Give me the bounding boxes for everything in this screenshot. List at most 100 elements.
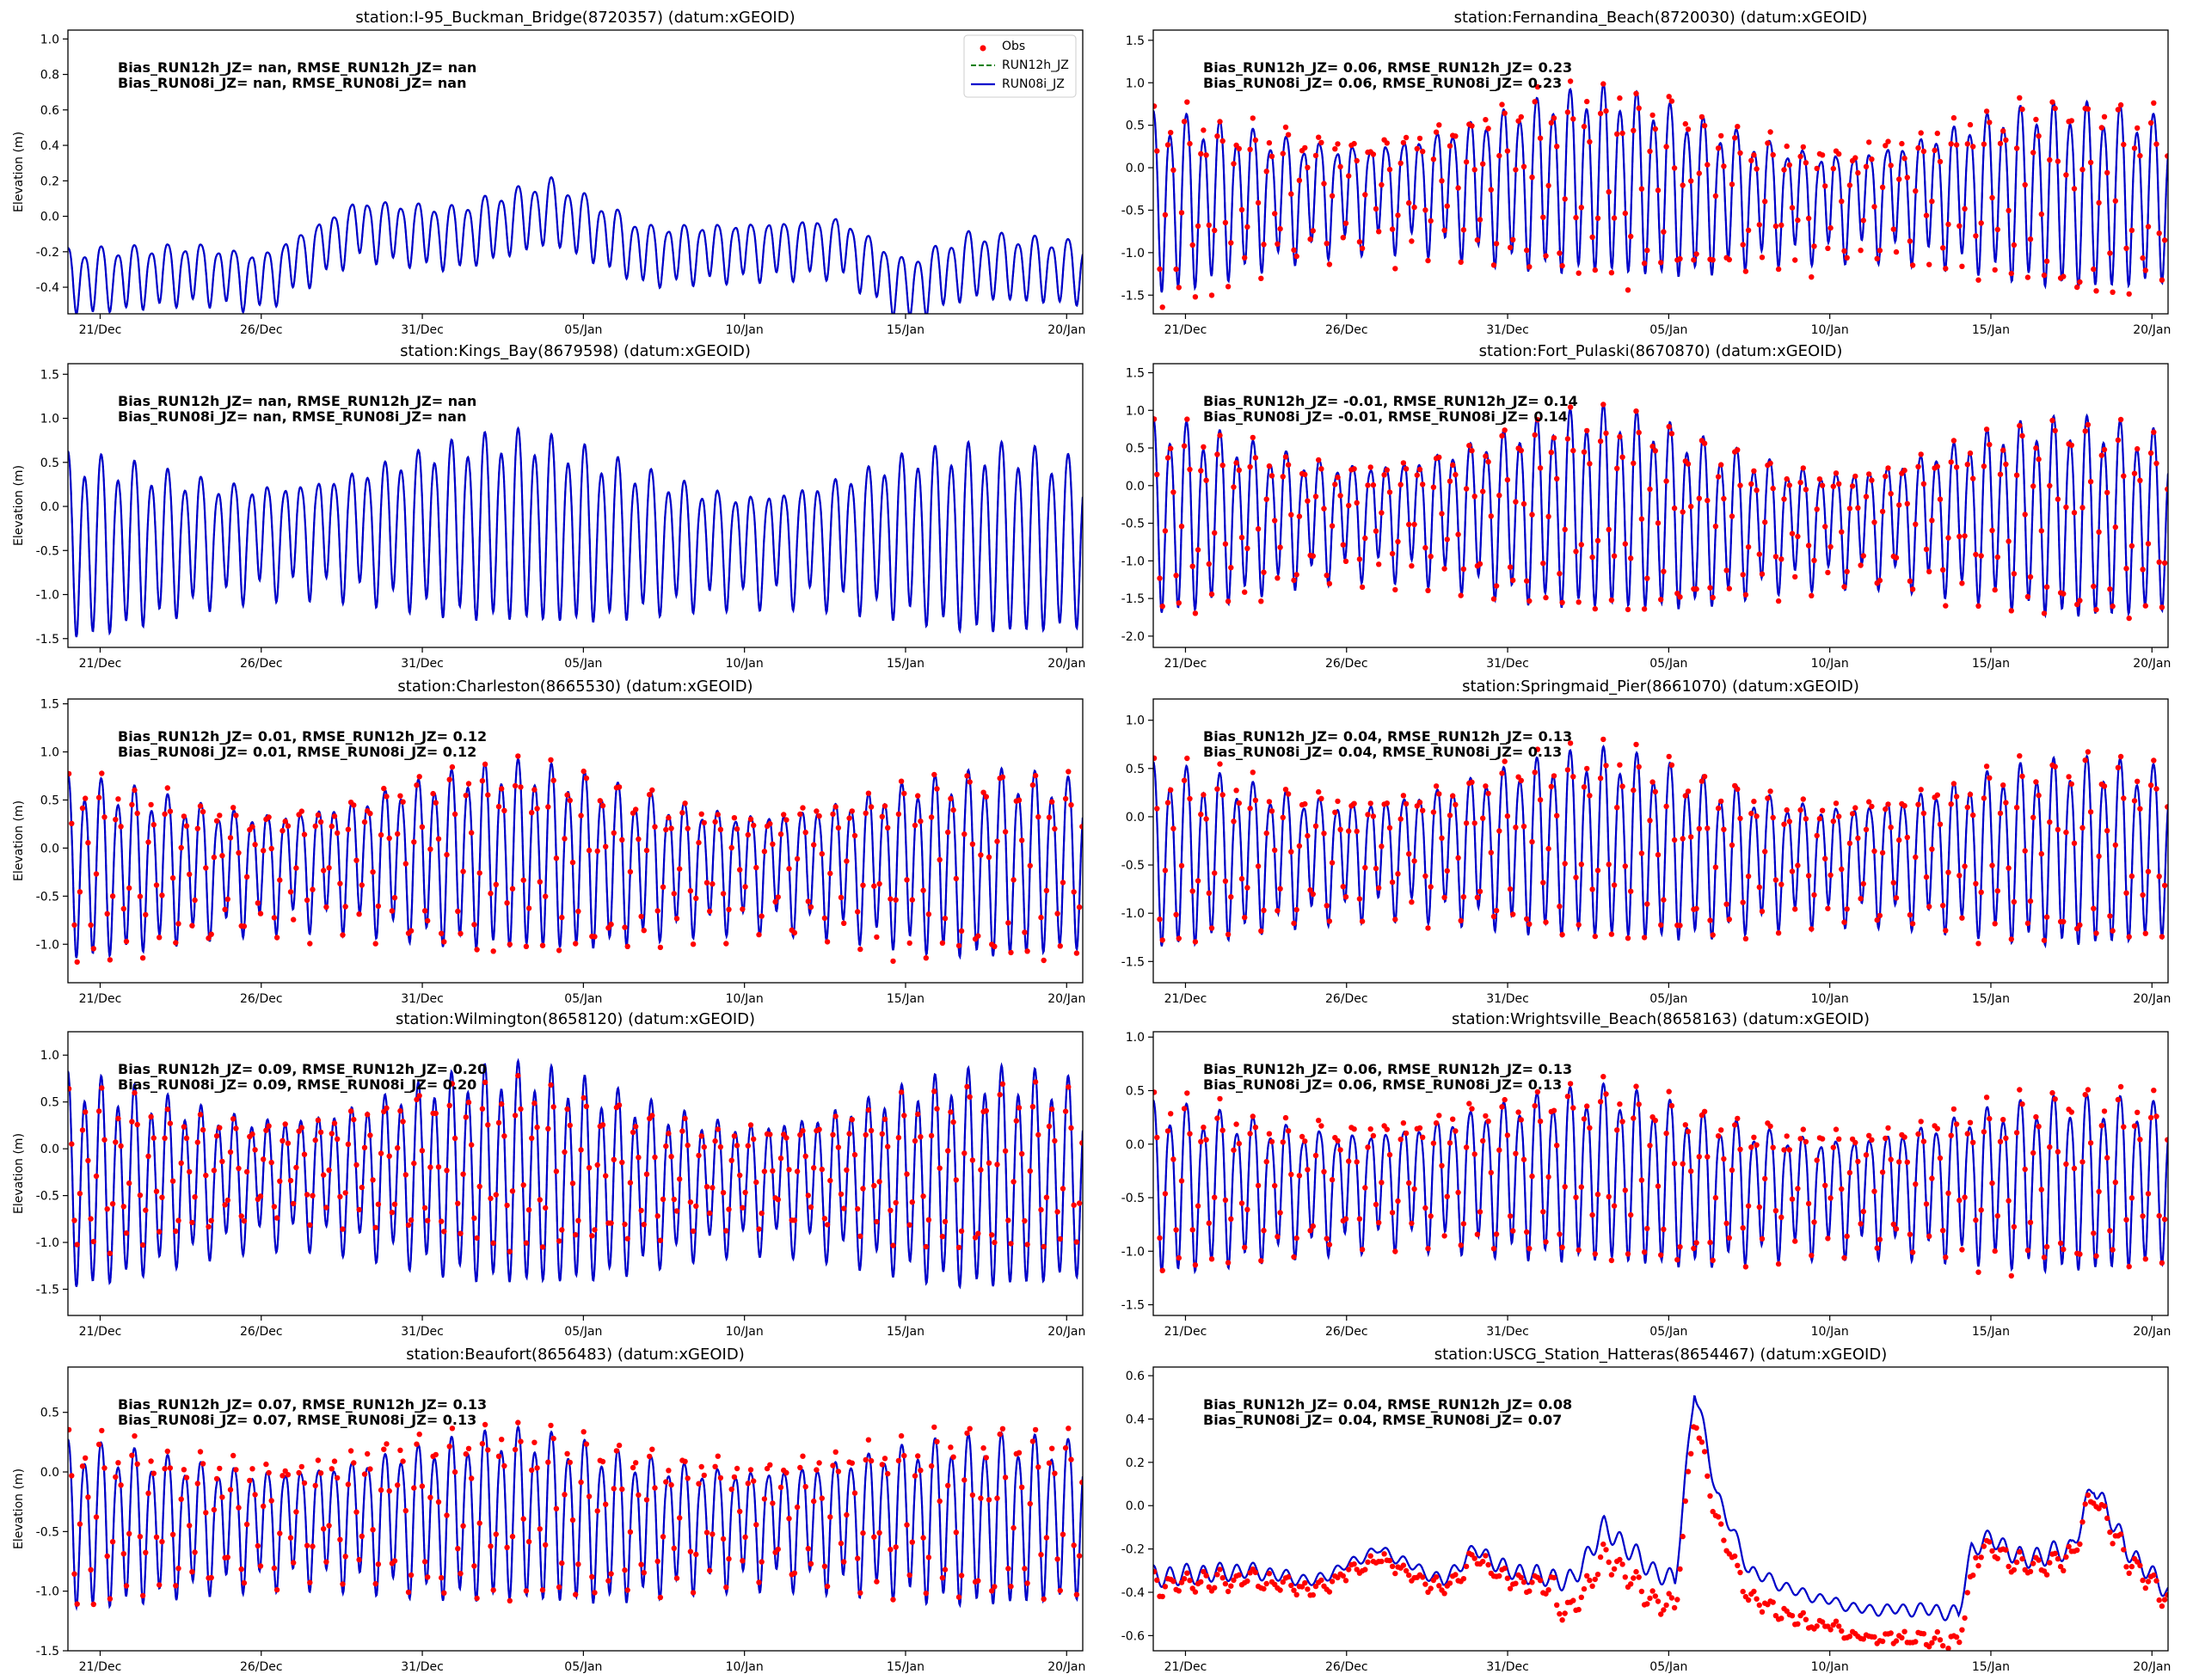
obs-point [1392,917,1398,923]
obs-point [1805,1200,1812,1207]
obs-point [1559,931,1565,938]
obs-point [751,1136,757,1143]
obs-point [520,877,526,883]
obs-point [2000,782,2006,788]
obs-point [2153,460,2159,467]
x-tick-label: 05/Jan [1649,1325,1687,1339]
obs-point [830,1131,836,1138]
obs-point [1737,1569,1743,1576]
plot-frame [1152,698,2169,984]
obs-point [747,1467,754,1473]
obs-point [1997,140,2004,147]
obs-point [2049,1089,2055,1096]
x-tick-label: 10/Jan [726,1660,764,1674]
obs-point [1337,493,1343,499]
obs-point [1589,234,1595,240]
obs-point [1647,486,1653,493]
obs-point [734,1465,740,1472]
obs-point [794,1168,801,1174]
obs-point [1943,266,1949,272]
obs-point [909,897,916,903]
obs-point [2006,865,2012,871]
obs-point [1016,1105,1023,1111]
obs-point [1871,519,1877,525]
x-tick-label: 31/Dec [1486,992,1529,1006]
obs-point [1877,248,1883,254]
obs-point [1688,178,1694,184]
x-tick-label: 20/Jan [1047,1660,1085,1674]
series-line-run08i [68,1058,1083,1290]
obs-point [273,935,280,941]
obs-point [1576,599,1582,605]
plot-area [1153,1395,2168,1651]
obs-point [1154,806,1160,812]
obs-point [194,825,200,831]
x-tick-label: 20/Jan [1047,992,1085,1006]
obs-point [1312,823,1319,829]
obs-point [444,1512,450,1518]
obs-point [1329,1579,1336,1585]
obs-point [1797,153,1803,160]
obs-point [999,774,1006,780]
obs-point [1288,512,1294,518]
y-tick-label: -0.5 [1121,859,1145,873]
obs-point [345,1481,352,1487]
obs-point [1312,494,1319,500]
obs-point [2057,1563,2064,1570]
obs-point [1655,187,1662,193]
obs-point [1157,1235,1163,1242]
obs-point [2101,113,2108,120]
obs-point [1981,141,1987,147]
obs-point [1386,1557,1393,1564]
obs-point [69,1141,75,1147]
obs-point [682,1458,688,1465]
obs-point [802,1484,808,1490]
obs-point [1433,129,1440,135]
obs-point [433,1110,439,1117]
obs-point [1425,925,1431,931]
obs-point [693,1551,699,1558]
y-tick-label: -0.5 [36,890,59,904]
obs-point [1759,1235,1766,1242]
obs-point [1054,1209,1060,1215]
obs-point [857,946,863,953]
obs-point [1335,141,1341,147]
obs-point [1529,512,1535,518]
obs-point [79,805,86,812]
obs-point [1992,586,1998,593]
obs-point [1219,463,1226,469]
obs-point [2159,277,2165,283]
plot-area [1153,78,2168,310]
obs-point [1225,284,1232,290]
obs-point [1076,1200,1083,1206]
obs-point [2071,1165,2078,1172]
obs-point [2024,274,2031,280]
obs-point [1846,182,1853,188]
obs-point [543,893,549,899]
obs-point [1901,1134,1907,1140]
obs-point [1899,1634,1905,1641]
obs-point [1858,248,1864,254]
obs-point [1285,791,1292,797]
x-tick-label: 31/Dec [1486,1660,1529,1674]
obs-point [1060,880,1066,886]
obs-point [1748,1144,1754,1150]
obs-point [1518,1117,1525,1123]
obs-point [2038,1186,2044,1193]
obs-point [1729,842,1735,849]
obs-point [342,904,348,910]
obs-point [1584,765,1590,772]
obs-point [1797,1136,1803,1142]
obs-point [337,880,343,886]
obs-point [1206,1220,1213,1226]
obs-point [703,1530,710,1536]
obs-point [531,1101,538,1107]
obs-point [1992,1248,1998,1254]
obs-point [1173,573,1179,579]
y-tick-label: 0.5 [1126,1084,1145,1098]
obs-point [1460,566,1467,573]
obs-point [2096,1505,2102,1511]
obs-point [777,1484,784,1491]
obs-point [537,1526,543,1532]
obs-point [906,1222,912,1228]
